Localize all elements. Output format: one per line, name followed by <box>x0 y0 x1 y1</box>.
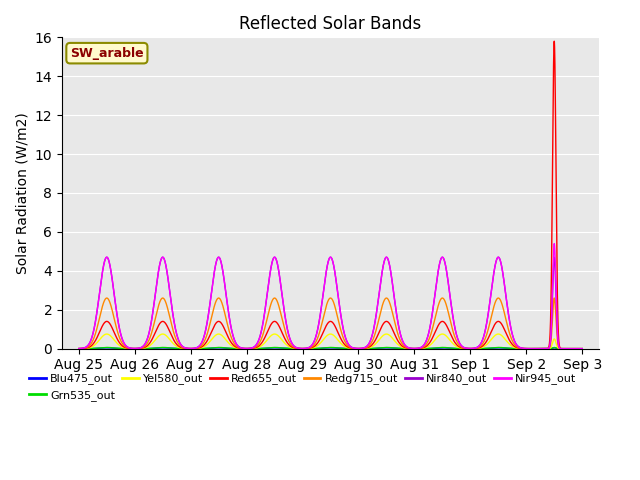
Legend: Blu475_out, Grn535_out, Yel580_out, Red655_out, Redg715_out, Nir840_out, Nir945_: Blu475_out, Grn535_out, Yel580_out, Red6… <box>24 369 580 405</box>
Y-axis label: Solar Radiation (W/m2): Solar Radiation (W/m2) <box>15 112 29 274</box>
Title: Reflected Solar Bands: Reflected Solar Bands <box>239 15 422 33</box>
Text: SW_arable: SW_arable <box>70 47 144 60</box>
